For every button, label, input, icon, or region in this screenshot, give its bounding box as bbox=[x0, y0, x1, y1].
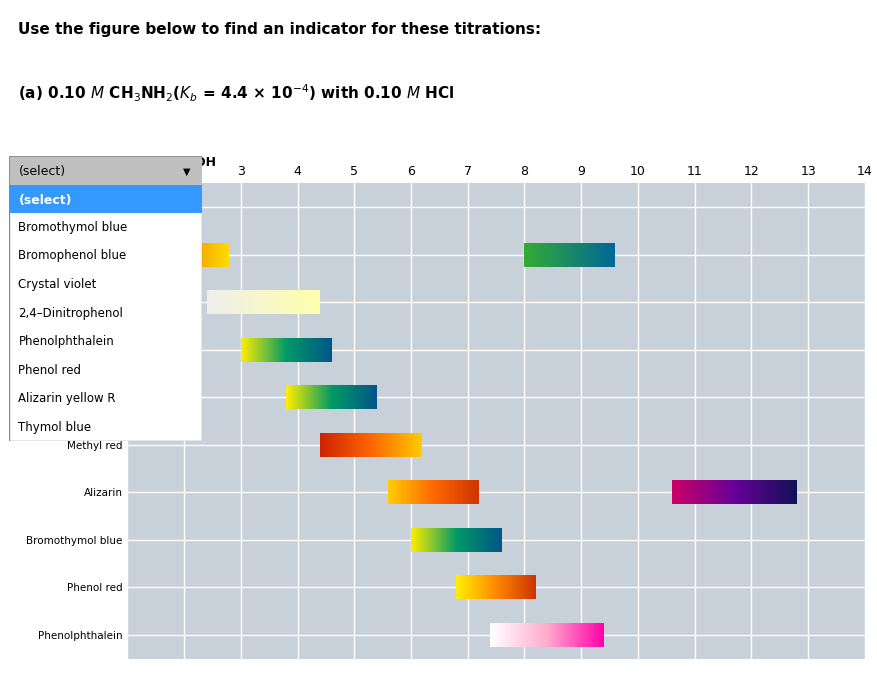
Text: Alizarin yellow R: Alizarin yellow R bbox=[18, 392, 116, 405]
Text: 2,4–Dinitrophenol: 2,4–Dinitrophenol bbox=[18, 306, 123, 320]
Text: (select): (select) bbox=[18, 194, 72, 207]
Text: Thymol blue: Thymol blue bbox=[18, 420, 91, 434]
Text: ▼: ▼ bbox=[182, 167, 190, 177]
Text: Crystal violet: Crystal violet bbox=[18, 278, 96, 291]
Text: Bromothymol blue: Bromothymol blue bbox=[18, 221, 127, 234]
Text: Phenolphthalein: Phenolphthalein bbox=[18, 335, 114, 348]
Text: Bromophenol blue: Bromophenol blue bbox=[18, 249, 126, 263]
Text: Phenol red: Phenol red bbox=[18, 363, 82, 377]
Text: (a) 0.10 $M$ CH$_3$NH$_2$($K_b$ = 4.4 × 10$^{-4}$) with 0.10 $M$ HCl: (a) 0.10 $M$ CH$_3$NH$_2$($K_b$ = 4.4 × … bbox=[18, 82, 453, 104]
Text: (select): (select) bbox=[18, 166, 66, 179]
Bar bbox=[9, 156, 202, 185]
FancyBboxPatch shape bbox=[9, 156, 202, 441]
Text: 0 M KOH: 0 M KOH bbox=[155, 156, 216, 169]
Bar bbox=[9, 185, 202, 213]
Text: Use the figure below to find an indicator for these titrations:: Use the figure below to find an indicato… bbox=[18, 22, 540, 37]
